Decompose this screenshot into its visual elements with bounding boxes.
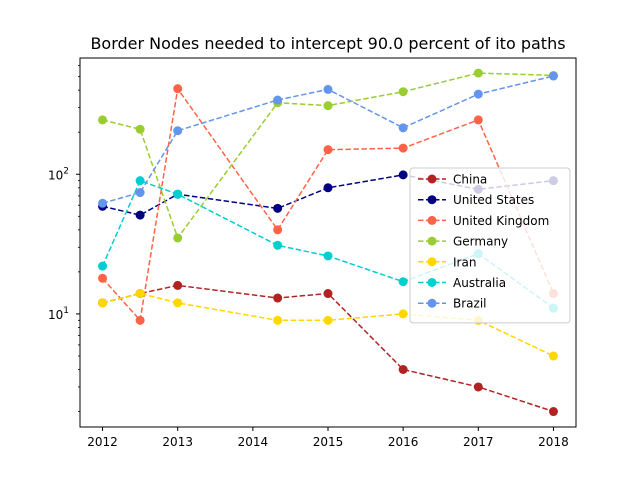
series-line (102, 284, 554, 413)
legend-marker (427, 236, 437, 246)
data-point (323, 84, 333, 94)
y-tick-label: 102 (48, 166, 69, 182)
data-point (398, 123, 408, 133)
y-tick-label-base: 10 (48, 308, 63, 322)
data-point (398, 364, 408, 374)
data-point (273, 203, 283, 213)
data-point (473, 68, 483, 78)
data-point (173, 280, 183, 290)
series-group (98, 71, 558, 208)
data-point (273, 95, 283, 105)
legend-label: Iran (453, 255, 476, 269)
data-point (135, 210, 145, 220)
legend-label: China (453, 173, 487, 187)
data-point (98, 261, 108, 271)
data-point (323, 289, 333, 299)
data-point (473, 115, 483, 125)
data-point (273, 293, 283, 303)
data-point (173, 233, 183, 243)
data-point (398, 170, 408, 180)
legend-marker (427, 174, 437, 184)
data-point (135, 124, 145, 134)
x-tick-label: 2012 (87, 435, 118, 449)
data-point (323, 315, 333, 325)
data-point (548, 407, 558, 417)
data-point (135, 315, 145, 325)
data-point (98, 115, 108, 125)
data-point (173, 298, 183, 308)
data-point (135, 176, 145, 186)
legend: China United States United Kingdom Germany I… (409, 167, 571, 324)
y-tick-label-exponent: 1 (63, 306, 69, 316)
data-point (398, 87, 408, 97)
legend-label: Germany (453, 235, 508, 249)
data-point (398, 309, 408, 319)
data-point (135, 188, 145, 198)
series-line (101, 86, 555, 322)
data-point (98, 198, 108, 208)
data-point (98, 298, 108, 308)
series-line (102, 75, 554, 205)
data-point (173, 84, 183, 94)
x-tick-label: 2017 (463, 435, 494, 449)
data-point (273, 315, 283, 325)
legend-item: Brazil (418, 297, 487, 311)
legend-label: Australia (453, 276, 506, 290)
data-point (173, 126, 183, 136)
legend-label: United States (453, 193, 534, 207)
data-point (323, 251, 333, 261)
legend-marker (427, 257, 437, 267)
chart-title: Border Nodes needed to intercept 90.0 pe… (90, 34, 565, 53)
legend-marker (427, 278, 437, 287)
x-axis: 2012 2013 2014 2015 2016 2017 2018 (87, 427, 569, 449)
data-point (548, 351, 558, 361)
data-point (473, 382, 483, 392)
legend-item: United States (418, 193, 534, 207)
series-group (98, 84, 558, 325)
legend-item: Germany (418, 235, 508, 249)
data-point (323, 101, 333, 111)
legend-item: China (418, 173, 487, 187)
data-point (173, 189, 183, 199)
x-tick-label: 2018 (538, 435, 569, 449)
series-line (102, 292, 554, 357)
legend-item: United Kingdom (418, 214, 549, 228)
x-tick-label: 2015 (313, 435, 344, 449)
legend-item: Australia (418, 276, 506, 290)
legend-marker (427, 215, 437, 225)
legend-item: Iran (418, 255, 476, 269)
x-tick-label: 2013 (162, 435, 193, 449)
data-point (473, 89, 483, 99)
data-point (323, 145, 333, 155)
series-group (98, 68, 558, 243)
legend-box (409, 167, 571, 324)
data-point (323, 183, 333, 193)
legend-marker (427, 195, 437, 205)
data-point (548, 71, 558, 81)
data-point (273, 240, 283, 250)
series-line (102, 72, 554, 240)
x-tick-label: 2016 (388, 435, 419, 449)
y-tick-label-exponent: 2 (63, 166, 69, 176)
legend-label: Brazil (453, 297, 487, 311)
data-point (398, 277, 408, 287)
x-tick-label: 2014 (238, 435, 269, 449)
data-point (398, 143, 408, 153)
data-point (135, 289, 145, 299)
data-point (98, 273, 108, 283)
y-tick-label: 101 (48, 306, 69, 322)
y-tick-label-base: 10 (48, 168, 63, 182)
data-point (273, 225, 283, 235)
legend-marker (427, 298, 437, 308)
legend-label: United Kingdom (453, 214, 549, 228)
